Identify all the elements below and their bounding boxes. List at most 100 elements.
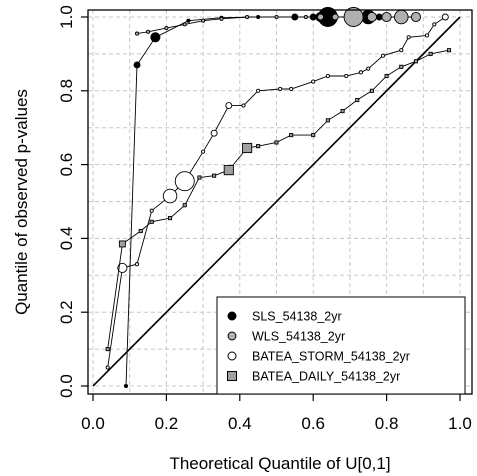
data-point (150, 32, 161, 43)
data-point (134, 262, 140, 267)
data-point (182, 203, 187, 208)
y-tick-label: 0.2 (57, 300, 76, 324)
data-point (201, 149, 206, 154)
data-point (274, 14, 279, 20)
data-point (369, 88, 374, 93)
data-point (325, 118, 330, 123)
x-tick-label: 1.0 (448, 414, 472, 433)
data-point (164, 26, 169, 31)
data-point (289, 86, 294, 92)
data-point (201, 18, 206, 23)
x-axis-title: Theoretical Quantile of U[0,1] (169, 454, 390, 473)
data-point (149, 208, 154, 213)
data-point (182, 22, 187, 27)
data-point (278, 86, 283, 92)
data-point (317, 13, 324, 21)
data-point (303, 14, 308, 20)
data-point (424, 33, 430, 38)
data-point (340, 109, 345, 114)
data-point (325, 73, 330, 79)
data-point (410, 11, 422, 23)
y-tick-label: 0.8 (57, 79, 76, 103)
data-point (225, 102, 233, 110)
data-point (168, 216, 173, 221)
data-point (118, 240, 126, 248)
data-point (117, 262, 128, 273)
x-tick-label: 0.8 (375, 414, 399, 433)
series-WLS_54138_2yr (134, 7, 422, 36)
data-point (358, 70, 363, 75)
data-point (428, 51, 433, 56)
data-point (355, 97, 360, 103)
data-point (145, 29, 151, 34)
one-to-one-line (92, 16, 461, 387)
data-point (162, 188, 178, 204)
data-point (406, 35, 411, 40)
data-point (343, 7, 364, 27)
legend-label: WLS_54138_2yr (252, 330, 345, 344)
y-tick-label: 0.6 (57, 153, 76, 177)
data-point (242, 142, 253, 154)
series-BATEA_DAILY_54138_2yr (105, 48, 452, 352)
y-axis-title: Quantile of observed p-values (12, 89, 31, 315)
legend-label: BATEA_STORM_54138_2yr (252, 350, 410, 364)
data-point (105, 347, 110, 352)
legend-label: SLS_54138_2yr (252, 310, 342, 324)
legend-marker (227, 351, 237, 361)
data-point (256, 144, 261, 149)
data-point (256, 88, 261, 93)
legend-marker (227, 331, 237, 341)
data-point (186, 18, 191, 23)
data-point (123, 383, 129, 389)
x-tick-label: 0.0 (81, 414, 105, 433)
data-point (219, 16, 224, 21)
data-point (210, 129, 218, 137)
data-point (134, 31, 140, 36)
data-point (274, 140, 279, 145)
data-point (380, 53, 385, 58)
data-point (138, 228, 143, 234)
data-point (311, 79, 316, 84)
data-point (441, 13, 449, 21)
data-point (197, 175, 202, 180)
axis-ticks: 0.0 0.2 0.4 0.6 0.8 1.0 0.0 0.2 0.4 0.6 0.8 1.0 (57, 5, 472, 433)
legend-label: BATEA_DAILY_54138_2yr (252, 370, 400, 384)
legend-marker (227, 371, 237, 381)
data-point (384, 73, 389, 79)
legend: SLS_54138_2yr WLS_54138_2yr BATEA_STORM_54… (216, 296, 466, 395)
series-BATEA_STORM_54138_2yr (105, 13, 449, 370)
y-tick-label: 0.4 (57, 227, 76, 251)
data-point (289, 133, 294, 138)
x-tick-label: 0.4 (228, 414, 252, 433)
data-point (133, 61, 141, 69)
y-tick-label: 1.0 (57, 5, 76, 29)
data-point (381, 11, 392, 23)
data-point (394, 9, 409, 25)
legend-marker (227, 311, 237, 321)
data-point (344, 73, 349, 79)
data-point (399, 64, 404, 69)
data-point (174, 171, 195, 192)
series-group (105, 7, 452, 389)
data-point (245, 14, 250, 20)
data-point (212, 173, 217, 178)
data-point (311, 133, 316, 138)
data-point (149, 219, 154, 224)
legend-box (216, 296, 466, 395)
reference-line (92, 16, 461, 387)
data-point (223, 165, 234, 176)
data-point (432, 22, 437, 27)
data-point (331, 13, 339, 21)
data-point (105, 365, 110, 370)
x-tick-label: 0.6 (301, 414, 325, 433)
data-point (241, 103, 246, 108)
grid-lines (88, 10, 472, 394)
y-tick-label: 0.0 (57, 374, 76, 398)
data-point (399, 48, 404, 53)
x-tick-label: 0.2 (155, 414, 179, 433)
data-point (366, 11, 377, 23)
data-point (446, 48, 452, 53)
data-point (413, 59, 419, 64)
data-point (366, 66, 371, 71)
